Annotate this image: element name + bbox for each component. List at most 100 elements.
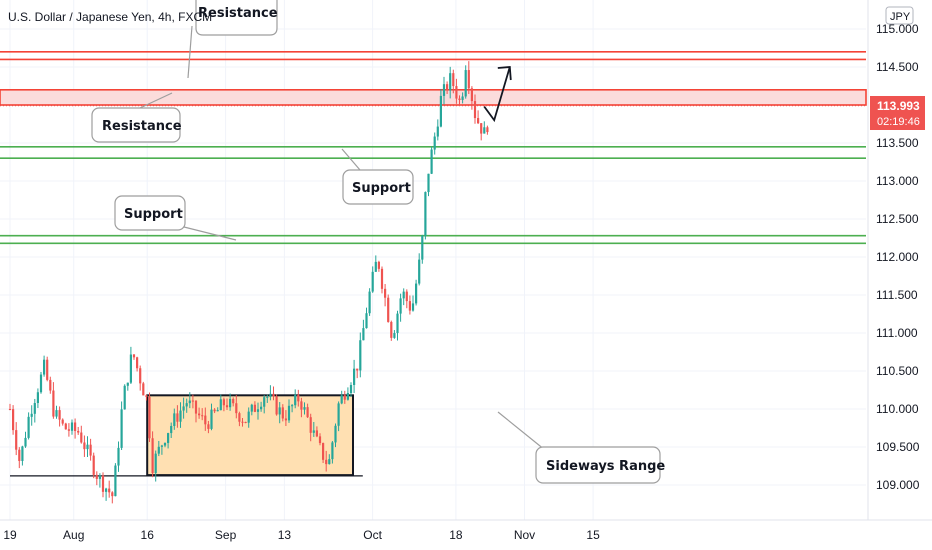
levels: [0, 50, 867, 477]
time-axis[interactable]: 19 Aug 16 Sep 13 Oct 18 Nov 15: [0, 519, 932, 542]
callout-box: [114, 195, 186, 231]
y-tick-label: 111.500: [876, 288, 918, 302]
candle-body: [315, 430, 318, 437]
candle-body: [126, 382, 129, 386]
candle-body: [322, 443, 325, 460]
candle-body: [455, 86, 458, 99]
candle-body: [185, 403, 188, 407]
candle-body: [368, 291, 371, 314]
candle-body: [483, 127, 486, 134]
candle-body: [405, 291, 408, 302]
candle-body: [464, 70, 467, 97]
candle-body: [52, 390, 55, 417]
candle-body: [148, 396, 151, 439]
projection-line[interactable]: [483, 66, 511, 123]
projection-arrowhead: [497, 66, 512, 81]
candle-body: [101, 475, 105, 492]
candle-body: [80, 432, 83, 443]
candle-body: [222, 399, 225, 406]
candle-body: [371, 271, 374, 292]
callout-sideways-range[interactable]: Sideways Range: [497, 411, 665, 484]
currency-badge[interactable]: JPY: [885, 6, 914, 25]
callout-label: Sideways Range: [546, 459, 665, 474]
candle-body: [108, 488, 111, 493]
candle-body: [377, 261, 380, 269]
callout-tail: [139, 92, 173, 109]
candle-body: [64, 423, 67, 430]
sideways-range-box[interactable]: [146, 394, 354, 477]
candle-body: [55, 410, 58, 417]
candle-body: [167, 433, 170, 443]
x-tick-label: 15: [586, 528, 600, 542]
candle-body: [225, 405, 229, 408]
candle-body: [151, 438, 154, 474]
candle-body: [182, 406, 185, 411]
candle-body: [461, 96, 464, 100]
projection-arrow[interactable]: [483, 66, 512, 123]
candle-body: [387, 297, 390, 322]
candle-body: [160, 445, 163, 447]
candle-body: [229, 398, 232, 408]
candle-body: [353, 368, 356, 385]
candle-body: [30, 413, 33, 417]
candle-body: [142, 383, 145, 396]
candle-body: [396, 313, 399, 334]
x-tick-label: 13: [278, 528, 292, 542]
candle-body: [123, 385, 126, 410]
candle-body: [136, 357, 139, 369]
candle-body: [470, 88, 473, 102]
candle-body: [253, 404, 256, 412]
candle-body: [216, 410, 219, 412]
candle-body: [244, 421, 247, 423]
candle-body: [157, 446, 160, 454]
candle-body: [201, 415, 204, 417]
candle-body: [433, 136, 436, 150]
candle-body: [61, 419, 64, 424]
candle-body: [247, 411, 250, 423]
candle-body: [176, 413, 179, 422]
candle-body: [486, 127, 489, 133]
y-tick-label: 114.500: [876, 60, 919, 74]
candle-body: [179, 410, 182, 422]
candle-body: [346, 393, 349, 400]
candle-body: [173, 413, 176, 426]
candle-body: [399, 298, 402, 314]
callout-tail: [497, 411, 546, 451]
x-tick-label: Nov: [514, 528, 535, 542]
candle-body: [334, 425, 337, 443]
candle-body: [120, 409, 123, 448]
candle-body: [278, 407, 281, 415]
candle-body: [145, 395, 148, 397]
candle-body: [74, 422, 77, 431]
callout-resistance-top[interactable]: Resistance: [187, 0, 278, 79]
candle-body: [58, 410, 61, 420]
candle-body: [343, 395, 346, 400]
candle-body: [24, 437, 27, 447]
candle-body: [275, 396, 278, 415]
candle-body: [260, 406, 263, 410]
x-tick-label: 19: [3, 528, 17, 542]
candle-body: [411, 303, 415, 311]
candle-body: [263, 397, 266, 407]
candle-body: [418, 259, 421, 284]
callout-support-upper[interactable]: Support: [341, 148, 414, 205]
candle-body: [194, 400, 198, 414]
resistance-zone[interactable]: [0, 89, 867, 106]
candle-body: [281, 407, 284, 419]
y-tick-labels: 115.000114.500114.000113.500113.000112.5…: [876, 22, 920, 492]
callout-tail: [179, 225, 237, 241]
candle-body: [393, 333, 396, 338]
y-tick-label: 115.000: [876, 22, 919, 36]
callout-resistance[interactable]: Resistance: [91, 92, 182, 143]
callouts: Resistance Resistance Support Support Si…: [91, 0, 665, 484]
price-axis[interactable]: 115.000114.500114.000113.500113.000112.5…: [867, 0, 925, 520]
candle-body: [98, 475, 101, 479]
y-tick-label: 112.000: [876, 250, 919, 264]
callout-support-lower[interactable]: Support: [114, 195, 237, 241]
candle-body: [349, 384, 353, 394]
candle-body: [473, 101, 477, 119]
candle-body: [291, 405, 294, 407]
y-tick-label: 113.500: [876, 136, 919, 150]
x-tick-label: Aug: [63, 528, 84, 542]
